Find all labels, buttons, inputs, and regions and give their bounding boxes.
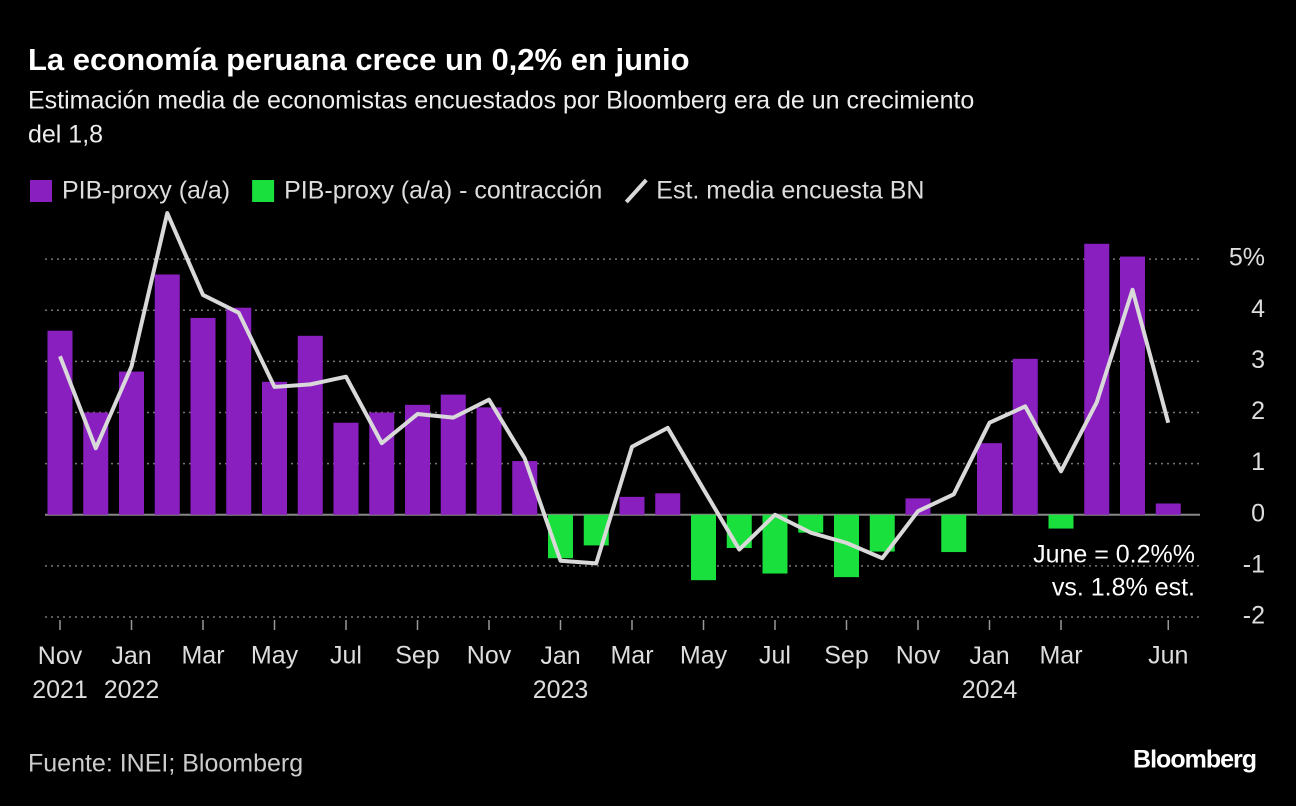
bar bbox=[297, 335, 323, 515]
x-tick-label-part: 2024 bbox=[962, 676, 1018, 704]
x-tick-label: Mar bbox=[610, 642, 653, 670]
bar bbox=[476, 407, 502, 515]
x-tick-label: Jul bbox=[330, 642, 362, 670]
x-tick-label: Jan 2023 bbox=[533, 642, 589, 704]
y-tick-label: 2 bbox=[1251, 397, 1265, 425]
x-tick-label: Nov 2021 bbox=[32, 642, 88, 704]
annotation: June = 0.2%% bbox=[1033, 541, 1195, 569]
x-tick-label-part: 2023 bbox=[533, 676, 589, 704]
y-tick-label: 0 bbox=[1251, 499, 1265, 527]
legend-label: PIB-proxy (a/a) - contracción bbox=[284, 177, 602, 205]
x-tick-label: Jun bbox=[1148, 642, 1188, 670]
bar bbox=[619, 496, 645, 515]
x-tick-label: Jan 2024 bbox=[962, 642, 1018, 704]
brand: Bloomberg bbox=[1133, 746, 1256, 774]
x-tick-label-part: Jan bbox=[969, 642, 1009, 670]
x-tick-label: Nov bbox=[467, 642, 512, 670]
x-tick-label-part: Jan bbox=[540, 642, 580, 670]
bar bbox=[333, 422, 359, 515]
bar bbox=[1012, 358, 1038, 515]
x-tick-label-part: 2021 bbox=[32, 676, 88, 704]
x-tick-label: Sep bbox=[395, 642, 439, 670]
source: Fuente: INEI; Bloomberg bbox=[28, 750, 303, 778]
x-tick-label: Nov bbox=[896, 642, 941, 670]
bar bbox=[154, 274, 180, 515]
legend-swatch bbox=[30, 180, 52, 202]
bar bbox=[119, 371, 144, 515]
x-tick-label: Mar bbox=[181, 642, 224, 670]
subtitle: del 1,8 bbox=[28, 121, 103, 149]
y-tick-label: 3 bbox=[1251, 346, 1265, 374]
y-tick-label: 5% bbox=[1229, 244, 1265, 272]
subtitle: Estimación media de economistas encuesta… bbox=[28, 87, 974, 115]
bar bbox=[226, 307, 252, 515]
annotation: vs. 1.8% est. bbox=[1052, 574, 1195, 602]
x-tick-label-part: Jan bbox=[111, 642, 151, 670]
bar bbox=[905, 498, 931, 515]
legend-swatch bbox=[252, 180, 275, 202]
bar bbox=[655, 493, 681, 515]
y-tick-label: -1 bbox=[1243, 550, 1265, 578]
bar bbox=[262, 381, 287, 515]
bar bbox=[691, 514, 716, 581]
legend-label: Est. media encuesta BN bbox=[656, 177, 924, 205]
bar bbox=[1120, 256, 1145, 515]
line bbox=[58, 211, 1171, 566]
legend-swatch bbox=[624, 178, 648, 204]
y-tick-label: 4 bbox=[1251, 295, 1265, 323]
bar bbox=[1155, 503, 1181, 515]
bar bbox=[1048, 514, 1074, 529]
bar bbox=[941, 514, 967, 553]
x-tick-label: May bbox=[251, 642, 299, 670]
x-tick-label-part: 2022 bbox=[104, 676, 160, 704]
legend-label: PIB-proxy (a/a) bbox=[62, 177, 230, 205]
y-tick-label: 1 bbox=[1251, 448, 1265, 476]
bar bbox=[190, 317, 216, 515]
x-tick-label: Sep bbox=[824, 642, 868, 670]
x-tick-label: Jul bbox=[759, 642, 791, 670]
bar bbox=[977, 443, 1002, 515]
x-tick-label: Mar bbox=[1039, 642, 1082, 670]
chart-title: La economía peruana crece un 0,2% en jun… bbox=[28, 42, 690, 77]
x-tick-label: Jan 2022 bbox=[104, 642, 160, 704]
x-tick-label: May bbox=[680, 642, 728, 670]
x-tick-label-part: Nov bbox=[38, 642, 83, 670]
y-tick-label: -2 bbox=[1243, 602, 1265, 630]
